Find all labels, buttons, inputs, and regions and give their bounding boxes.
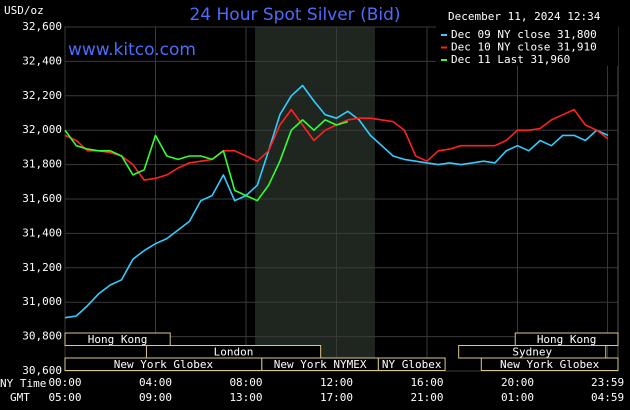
session-label: New York Globex xyxy=(500,358,600,371)
x-tick-label: 12:00 xyxy=(320,376,353,389)
chart-subtitle: December 11, 2024 12:34 xyxy=(448,10,601,23)
x-tick-gmt-label: 01:00 xyxy=(501,391,534,404)
x-tick-gmt-label: 09:00 xyxy=(139,391,172,404)
y-tick-label: 32,000 xyxy=(22,123,62,136)
session-bar xyxy=(377,357,446,371)
legend-label: Dec 10 NY close 31,910 xyxy=(451,41,597,54)
y-tick-label: 32,600 xyxy=(22,20,62,33)
y-tick-label: 32,400 xyxy=(22,54,62,67)
legend-label: Dec 11 Last 31,960 xyxy=(451,53,570,66)
y-tick-label: 32,200 xyxy=(22,89,62,102)
x-tick-gmt-label: 04:59 xyxy=(591,391,624,404)
session-label: NY Globex xyxy=(382,358,442,371)
x-tick-label: 20:00 xyxy=(501,376,534,389)
chart-title: 24 Hour Spot Silver (Bid) xyxy=(189,5,400,25)
y-tick-label: 30,800 xyxy=(22,330,62,343)
y-tick-label: 31,600 xyxy=(22,192,62,205)
session-label: Sydney xyxy=(512,345,552,358)
session-bar xyxy=(480,357,619,371)
series-line xyxy=(64,119,349,202)
y-tick-label: 31,800 xyxy=(22,158,62,171)
session-label: Hong Kong xyxy=(537,333,597,346)
y-axis-label: USD/oz xyxy=(4,4,44,17)
x-tick-label: 23:59 xyxy=(591,376,624,389)
session-label: Hong Kong xyxy=(88,333,148,346)
y-tick-label: 31,200 xyxy=(22,261,62,274)
x-tick-label: 16:00 xyxy=(410,376,443,389)
y-tick-label: 31,400 xyxy=(22,226,62,239)
x-row-label: GMT xyxy=(10,391,30,404)
legend-label: Dec 09 NY close 31,800 xyxy=(451,28,597,41)
x-row-label: NY Time xyxy=(0,377,46,390)
session-label: London xyxy=(214,345,254,358)
x-tick-gmt-label: 17:00 xyxy=(320,391,353,404)
session-bar xyxy=(64,332,171,346)
session-label: New York NYMEX xyxy=(274,358,367,371)
series-line xyxy=(64,84,609,319)
watermark: www.kitco.com xyxy=(68,40,196,60)
session-label: New York Globex xyxy=(114,358,214,371)
x-tick-gmt-label: 21:00 xyxy=(410,391,443,404)
x-tick-label: 00:00 xyxy=(48,376,81,389)
x-tick-label: 08:00 xyxy=(229,376,262,389)
x-tick-label: 04:00 xyxy=(139,376,172,389)
y-tick-label: 30,600 xyxy=(22,364,62,377)
y-tick-label: 31,000 xyxy=(22,295,62,308)
legend-box xyxy=(436,26,618,66)
x-tick-gmt-label: 05:00 xyxy=(48,391,81,404)
x-tick-gmt-label: 13:00 xyxy=(229,391,262,404)
